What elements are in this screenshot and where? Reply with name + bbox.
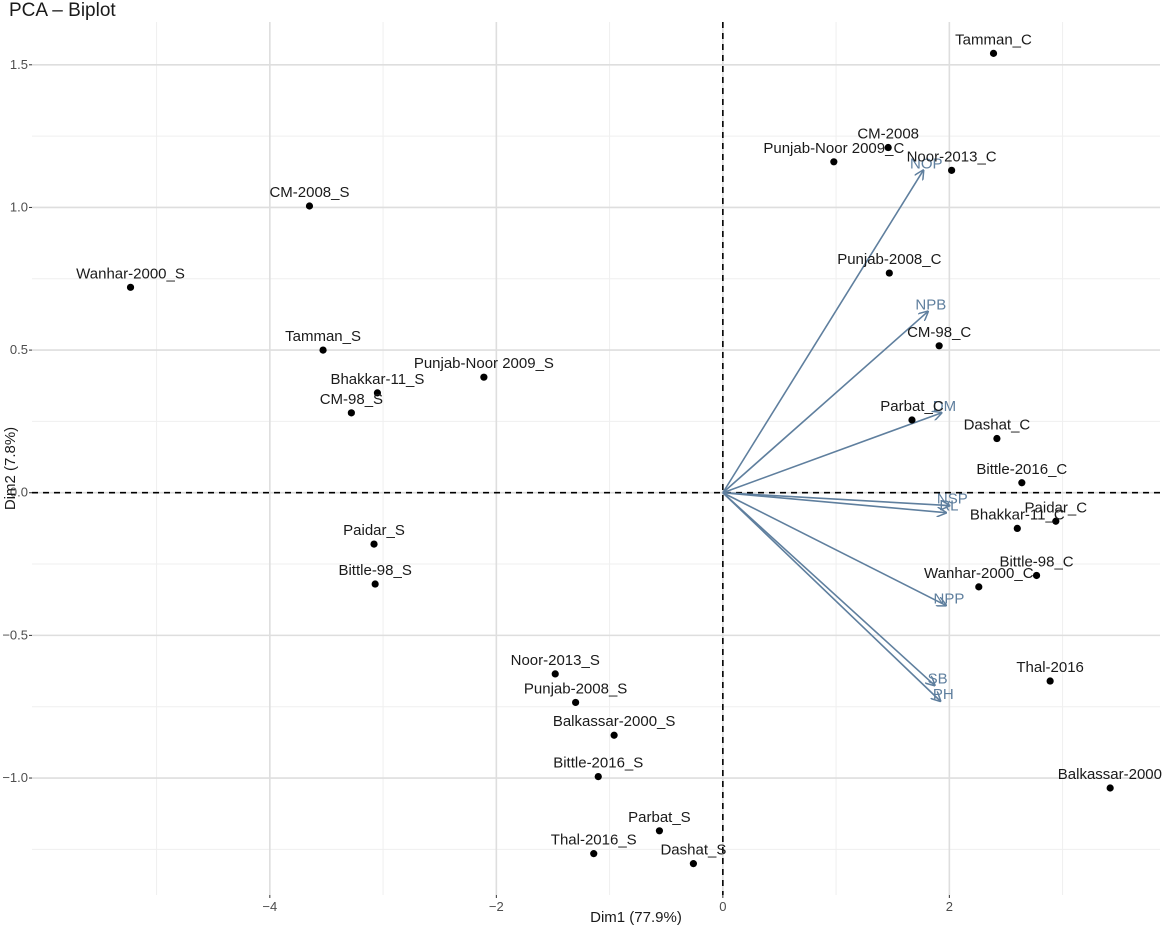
data-point — [1052, 517, 1060, 525]
data-point — [948, 166, 956, 174]
y-tick-label: 0.5 — [10, 342, 28, 357]
data-point — [347, 409, 355, 417]
point-label: Wanhar-2000_S — [76, 265, 185, 282]
point-label: Dashat_C — [964, 417, 1031, 434]
point-label: CM-98_C — [907, 324, 971, 341]
y-tick-label: 0.0 — [10, 485, 28, 500]
variable-arrow — [722, 312, 928, 494]
data-point — [1018, 479, 1026, 487]
data-point — [935, 342, 943, 350]
point-label: CM-2008_S — [269, 184, 349, 201]
data-point — [480, 373, 488, 381]
point-label: Bittle-98_S — [338, 562, 411, 579]
variable-label: DM — [933, 398, 956, 415]
point-label: Thal-2016 — [1016, 659, 1084, 676]
data-point — [830, 158, 838, 166]
variable-label: NOP — [910, 155, 943, 172]
data-point — [319, 346, 327, 354]
data-point — [885, 269, 893, 277]
variable-label: PH — [933, 686, 954, 703]
point-label: Bittle-2016_S — [553, 755, 643, 772]
variable-arrow — [722, 413, 942, 494]
variable-label: NPB — [915, 297, 946, 314]
data-point — [1106, 784, 1114, 792]
point-label: Bhakkar-11_C — [970, 506, 1065, 523]
x-tick-label: −2 — [489, 899, 504, 914]
variable-arrow — [722, 170, 923, 494]
variable-arrow — [722, 492, 935, 686]
data-point — [689, 860, 697, 868]
point-label: Wanhar-2000_C — [924, 565, 1034, 582]
point-label: Balkassar-2000 — [1058, 766, 1162, 783]
point-label: Punjab-2008_C — [837, 251, 941, 268]
data-point — [1032, 571, 1041, 580]
data-point — [989, 49, 998, 57]
data-point — [610, 731, 618, 739]
x-tick-label: −4 — [262, 899, 277, 914]
x-tick-label: 0 — [719, 899, 726, 914]
variable-label: RL — [939, 498, 958, 515]
variable-label: NSP — [937, 491, 968, 508]
y-axis-title: Dim2 (7.8%) — [2, 427, 19, 510]
variable-arrow — [722, 491, 946, 513]
point-label: Balkassar-2000_S — [553, 713, 676, 730]
point-label: Bhakkar-11_S — [330, 371, 424, 388]
variable-arrow — [722, 492, 946, 606]
point-label: Dashat_S — [660, 842, 726, 859]
point-label: Noor-2013_S — [511, 652, 600, 669]
variable-arrow — [722, 491, 950, 506]
point-label: Noor-2013_C — [907, 148, 997, 165]
point-label: Bittle-98_C — [999, 553, 1073, 570]
data-point — [1046, 677, 1054, 685]
y-tick-label: 1.5 — [10, 57, 28, 72]
point-label: CM-2008 — [857, 126, 919, 143]
point-label: Punjab-Noor 2009_S — [414, 355, 554, 372]
point-label: Tamman_S — [285, 328, 361, 345]
point-label: Thal-2016_S — [551, 832, 637, 849]
variable-label: NPP — [934, 590, 965, 607]
data-point — [993, 434, 1001, 443]
y-tick-label: −1.0 — [2, 770, 28, 785]
point-label: Paidar_S — [343, 522, 405, 539]
chart-title: PCA – Biplot — [9, 0, 116, 21]
point-label: Punjab-Noor 2009_C — [763, 140, 904, 157]
data-point — [975, 583, 983, 591]
data-point — [126, 283, 135, 291]
data-point — [590, 850, 598, 858]
data-point — [594, 773, 602, 781]
data-point — [373, 389, 382, 397]
point-label: Parbat_C — [880, 398, 944, 415]
data-point — [370, 540, 378, 548]
variable-label: SB — [928, 670, 948, 687]
variable-arrow — [722, 492, 940, 701]
y-tick-label: 1.0 — [10, 199, 28, 214]
data-point — [908, 416, 916, 424]
point-label: Parbat_S — [628, 809, 691, 826]
data-point — [371, 580, 379, 588]
point-label: Punjab-2008_S — [524, 680, 627, 697]
data-point — [305, 202, 314, 210]
data-point — [655, 827, 664, 835]
data-point — [551, 670, 559, 678]
point-label: CM-98_S — [320, 391, 383, 408]
x-axis-title: Dim1 (77.9%) — [590, 909, 682, 926]
point-label: Tamman_C — [955, 31, 1032, 48]
data-point — [572, 698, 580, 707]
data-point — [884, 143, 892, 152]
x-tick-label: 2 — [946, 899, 953, 914]
y-tick-label: −0.5 — [2, 627, 28, 642]
data-point — [1013, 524, 1021, 532]
point-label: Paidar_C — [1025, 499, 1088, 516]
point-label: Bittle-2016_C — [976, 461, 1067, 478]
